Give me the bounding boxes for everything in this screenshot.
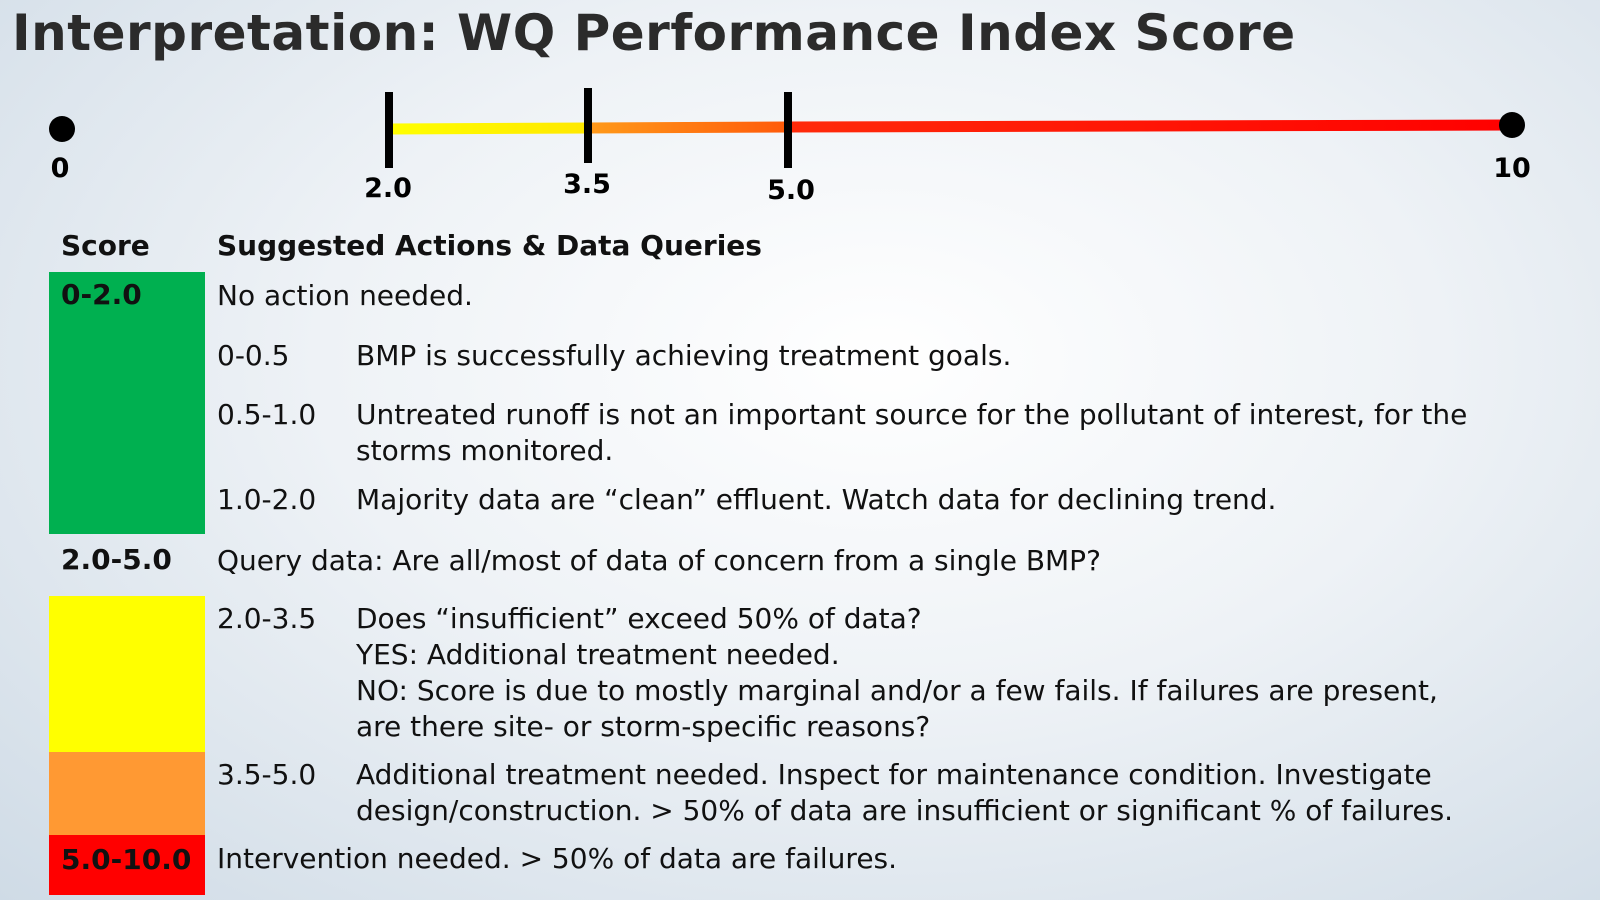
row-range: 0-0.5 <box>217 339 290 372</box>
band-text-5-10: Intervention needed. > 50% of data are f… <box>217 842 898 875</box>
swatch-green <box>49 272 205 534</box>
band-label-5-10: 5.0-10.0 <box>61 843 192 876</box>
row-range: 3.5-5.0 <box>217 758 317 791</box>
row-text: BMP is successfully achieving treatment … <box>356 339 1012 372</box>
swatch-orange <box>49 752 205 835</box>
tick-label-0: 0 <box>50 153 70 184</box>
row-text: design/construction. > 50% of data are i… <box>356 794 1454 827</box>
band-label-0-2: 0-2.0 <box>61 278 142 311</box>
row-text: NO: Score is due to mostly marginal and/… <box>356 674 1438 707</box>
tick-label-3-5: 3.5 <box>563 169 611 200</box>
row-text: Untreated runoff is not an important sou… <box>356 398 1468 431</box>
swatch-yellow <box>49 596 205 752</box>
tick-label-2-0: 2.0 <box>364 173 412 204</box>
scale-segment-orange <box>587 121 789 134</box>
tick-label-10: 10 <box>1493 153 1531 184</box>
tick-label-5-0: 5.0 <box>767 175 815 206</box>
page-title: Interpretation: WQ Performance Index Sco… <box>12 4 1296 62</box>
row-text: Majority data are “clean” effluent. Watc… <box>356 483 1277 516</box>
band-label-2-5: 2.0-5.0 <box>61 543 172 576</box>
row-range: 0.5-1.0 <box>217 398 317 431</box>
scale-segment-yellow <box>388 122 589 135</box>
swatch-red <box>49 835 205 895</box>
row-text: storms monitored. <box>356 434 614 467</box>
header-score: Score <box>61 229 150 262</box>
scale-endpoint-0 <box>49 116 75 142</box>
band-text-2-5: Query data: Are all/most of data of conc… <box>217 544 1101 577</box>
band-text-0-2: No action needed. <box>217 279 473 312</box>
scale-segment-red <box>787 119 1513 133</box>
score-scale <box>49 88 1525 168</box>
row-text: YES: Additional treatment needed. <box>356 638 840 671</box>
row-text: Does “insufficient” exceed 50% of data? <box>356 602 922 635</box>
row-range: 2.0-3.5 <box>217 602 317 635</box>
row-range: 1.0-2.0 <box>217 483 317 516</box>
row-text: Additional treatment needed. Inspect for… <box>356 758 1432 791</box>
header-actions: Suggested Actions & Data Queries <box>217 229 762 262</box>
scale-endpoint-10 <box>1499 112 1525 138</box>
row-text: are there site- or storm-specific reason… <box>356 710 931 743</box>
